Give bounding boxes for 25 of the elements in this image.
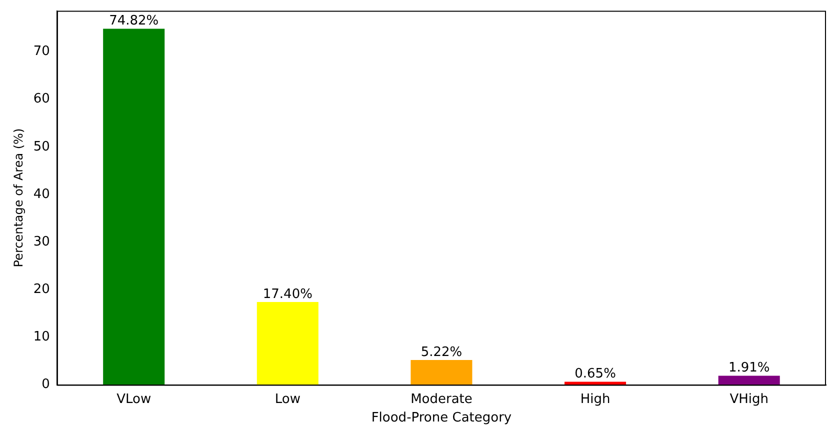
x-tick-label: VLow [116, 392, 152, 407]
data-label: 1.91% [728, 360, 770, 376]
data-label: 5.22% [420, 344, 462, 360]
y-tick-label: 10 [33, 330, 50, 345]
y-tick-label: 0 [42, 377, 50, 392]
y-tick-label: 40 [33, 186, 50, 202]
y-tick-label: 30 [33, 234, 50, 250]
y-axis-title: Percentage of Area (%) [11, 128, 26, 268]
y-tick-label: 50 [33, 139, 50, 154]
data-label: 74.82% [109, 14, 159, 29]
x-tick-label: Low [274, 392, 301, 407]
bar [564, 382, 626, 385]
x-tick-label: High [580, 392, 610, 407]
data-label: 17.40% [262, 286, 312, 302]
bar [103, 28, 165, 385]
y-tick-label: 60 [33, 92, 50, 107]
y-tick-label: 20 [33, 282, 50, 298]
x-tick-label: VHigh [730, 392, 768, 407]
y-tick-label: 70 [33, 44, 50, 60]
bar [718, 376, 780, 385]
x-axis-title: Flood-Prone Category [371, 410, 512, 426]
bar [410, 360, 472, 385]
data-label: 0.65% [574, 366, 616, 382]
x-tick-label: Moderate [410, 392, 472, 407]
bar [256, 302, 318, 385]
